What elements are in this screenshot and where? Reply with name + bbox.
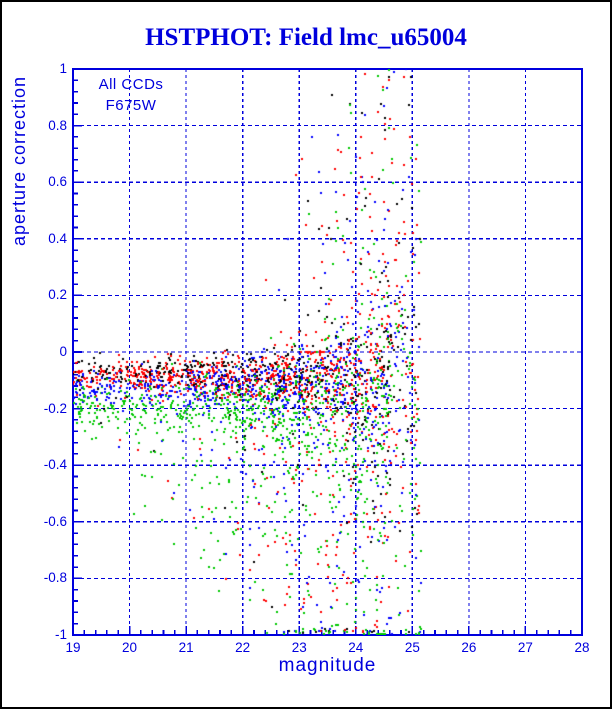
y-tick-label: -0.4: [43, 457, 67, 473]
x-tick-label: 20: [122, 640, 138, 655]
y-tick-label: 0.8: [48, 117, 67, 133]
legend-line-filter: F675W: [105, 97, 157, 114]
x-tick-label: 19: [65, 640, 81, 655]
y-tick-label: 0.4: [48, 230, 67, 246]
y-tick-label: 0: [59, 344, 67, 359]
x-tick-label: 24: [348, 640, 364, 655]
x-tick-label: 23: [291, 640, 307, 655]
y-tick-label: 0.2: [48, 287, 67, 303]
y-tick-label: -0.2: [43, 400, 67, 416]
legend-line-ccds: All CCDs: [98, 76, 164, 93]
legend-block: All CCDs F675W: [86, 74, 176, 116]
x-axis-label: magnitude: [278, 655, 377, 676]
x-tick-label: 28: [574, 640, 590, 655]
x-tick-label: 22: [235, 640, 251, 655]
x-tick-label: 27: [517, 640, 533, 655]
chart-title: HSTPHOT: Field lmc_u65004: [145, 24, 467, 51]
y-axis-label: aperture correction: [9, 75, 29, 247]
y-tick-label: -1: [54, 627, 67, 642]
y-tick-label: -0.8: [43, 570, 67, 586]
x-tick-label: 25: [404, 640, 420, 655]
y-tick-label: 1: [59, 61, 67, 76]
x-tick-label: 21: [178, 640, 194, 655]
scatter-points-canvas: [73, 69, 582, 635]
y-tick-label: -0.6: [43, 513, 67, 529]
x-tick-label: 26: [461, 640, 477, 655]
y-tick-label: 0.6: [48, 174, 67, 190]
